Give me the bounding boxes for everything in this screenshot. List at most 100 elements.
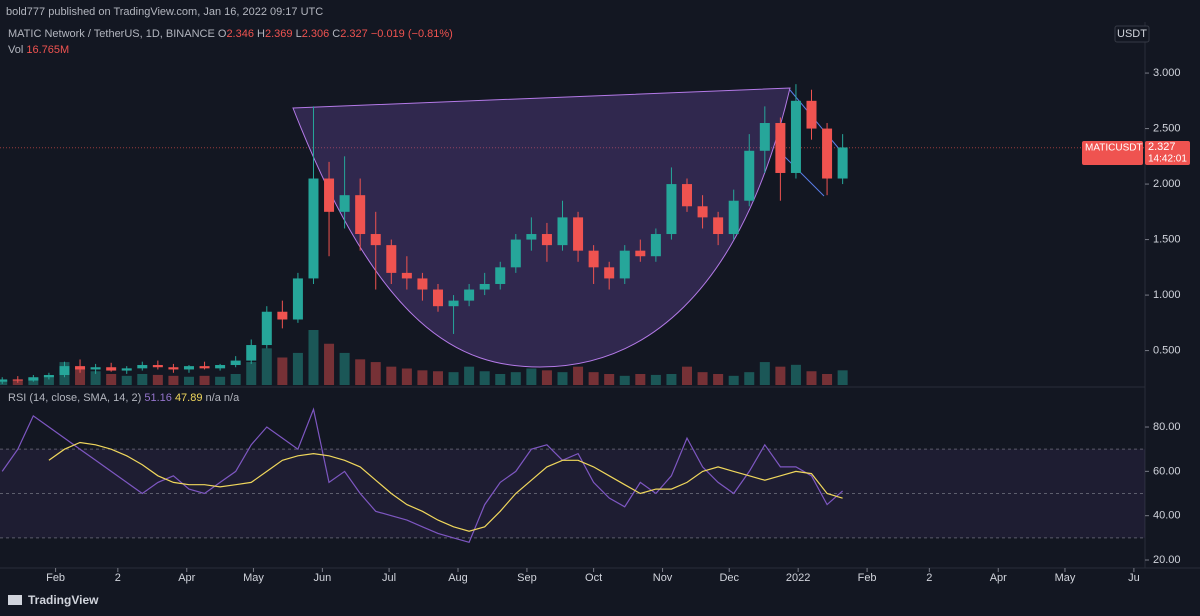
rsi-ma-value: 47.89 bbox=[174, 392, 203, 404]
candle-body bbox=[604, 267, 615, 279]
candle-body bbox=[106, 367, 117, 371]
price-tag-bg bbox=[1145, 141, 1190, 165]
unit-box[interactable] bbox=[1114, 25, 1150, 43]
volume-bar bbox=[744, 372, 755, 385]
volume-bar bbox=[713, 374, 724, 385]
y-tick-label: 1.500 bbox=[1153, 233, 1181, 245]
x-tick-label: Nov bbox=[653, 572, 673, 584]
candle-body bbox=[432, 289, 443, 307]
candle-body bbox=[682, 184, 692, 207]
volume-bar bbox=[495, 374, 506, 385]
volume-bar bbox=[682, 366, 692, 385]
candle-body bbox=[277, 311, 288, 320]
footer-brand: TradingView bbox=[28, 593, 99, 607]
volume-bar bbox=[432, 371, 443, 385]
price-tag-symbol-bg bbox=[1082, 141, 1143, 165]
candle-body bbox=[43, 375, 54, 378]
x-tick-label: Jul bbox=[382, 572, 396, 584]
ohlc-label: H bbox=[257, 28, 265, 40]
volume-bar bbox=[448, 372, 459, 385]
price-unit: USDT bbox=[1117, 28, 1147, 40]
candle-body bbox=[557, 217, 568, 246]
y-tick-label: 2.500 bbox=[1153, 122, 1181, 134]
candle-body bbox=[744, 150, 755, 201]
volume-legend: Vol 16.765M bbox=[8, 44, 69, 56]
candle-body bbox=[619, 250, 630, 279]
candle-body bbox=[588, 250, 599, 268]
x-tick-label: Aug bbox=[448, 572, 468, 584]
ohlc-label: L bbox=[295, 28, 302, 40]
x-tick-label: Apr bbox=[178, 572, 195, 584]
candle-body bbox=[230, 360, 241, 366]
volume-bar bbox=[510, 372, 521, 385]
volume-bar bbox=[464, 366, 475, 385]
volume-bar bbox=[152, 374, 163, 385]
y-tick-label: 60.00 bbox=[1153, 465, 1181, 477]
y-tick-label: 40.00 bbox=[1153, 510, 1181, 522]
x-tick-label: 2 bbox=[115, 572, 121, 584]
candle-body bbox=[775, 123, 786, 173]
candle-body bbox=[246, 345, 257, 361]
volume-bar bbox=[479, 371, 490, 385]
volume-bar bbox=[775, 366, 786, 385]
volume-bar bbox=[635, 374, 646, 385]
volume-bar bbox=[277, 357, 288, 385]
candle-body bbox=[339, 195, 350, 212]
candle-body bbox=[541, 234, 552, 246]
volume-bar bbox=[604, 374, 615, 385]
price-tag-price: 2.327 bbox=[1148, 141, 1176, 153]
candle-body bbox=[12, 379, 23, 381]
rsi-title: RSI (14, close, SMA, 14, 2) bbox=[8, 392, 142, 404]
channel-line bbox=[777, 149, 825, 197]
x-tick-label: Sep bbox=[517, 572, 537, 584]
volume-bar bbox=[650, 374, 661, 385]
candle-body bbox=[215, 365, 226, 369]
ohlc-label: O bbox=[217, 28, 227, 40]
volume-bar bbox=[43, 375, 54, 385]
volume-bar bbox=[759, 362, 770, 385]
symbol: MATIC Network / TetherUS, 1D, BINANCE bbox=[8, 28, 215, 40]
volume-bar bbox=[370, 362, 381, 385]
volume-bar bbox=[557, 372, 568, 385]
volume-bar bbox=[728, 375, 739, 385]
candle-body bbox=[386, 245, 397, 273]
volume-bar bbox=[308, 330, 319, 385]
volume-bar bbox=[0, 380, 8, 385]
vol-label: Vol bbox=[8, 44, 24, 56]
price-tag-symbol: MATICUSDT bbox=[1085, 143, 1143, 154]
volume-bar bbox=[588, 372, 599, 385]
volume-bar bbox=[339, 352, 350, 385]
x-tick-label: Dec bbox=[719, 572, 739, 584]
candle-body bbox=[183, 366, 194, 370]
symbol-legend: MATIC Network / TetherUS, 1D, BINANCE O2… bbox=[8, 28, 453, 40]
x-tick-label: Feb bbox=[858, 572, 877, 584]
candle-body bbox=[308, 178, 319, 279]
candle-body bbox=[697, 206, 708, 218]
y-tick-label: 80.00 bbox=[1153, 421, 1181, 433]
y-tick-label: 20.00 bbox=[1153, 554, 1181, 566]
candle-body bbox=[417, 278, 428, 290]
volume-bar bbox=[697, 372, 708, 385]
candle-body bbox=[837, 147, 848, 179]
volume-bar bbox=[790, 364, 801, 385]
volume-bar bbox=[806, 371, 817, 385]
price-tag-countdown: 14:42:01 bbox=[1148, 154, 1187, 165]
candle-body bbox=[510, 239, 521, 268]
candle-body bbox=[292, 278, 303, 320]
volume-bar bbox=[292, 352, 303, 385]
volume-bar bbox=[417, 370, 428, 385]
candle-body bbox=[28, 377, 39, 381]
candle-body bbox=[261, 311, 272, 346]
candle-body bbox=[90, 367, 101, 370]
volume-bar bbox=[619, 375, 630, 385]
candle-body bbox=[59, 366, 70, 376]
volume-bar bbox=[837, 370, 848, 385]
volume-bar bbox=[168, 375, 179, 385]
candle-body bbox=[573, 217, 584, 251]
x-tick-label: 2 bbox=[926, 572, 932, 584]
candle-body bbox=[152, 365, 163, 368]
volume-bar bbox=[355, 359, 366, 385]
candle-body bbox=[822, 128, 833, 179]
candle-body bbox=[0, 379, 8, 382]
